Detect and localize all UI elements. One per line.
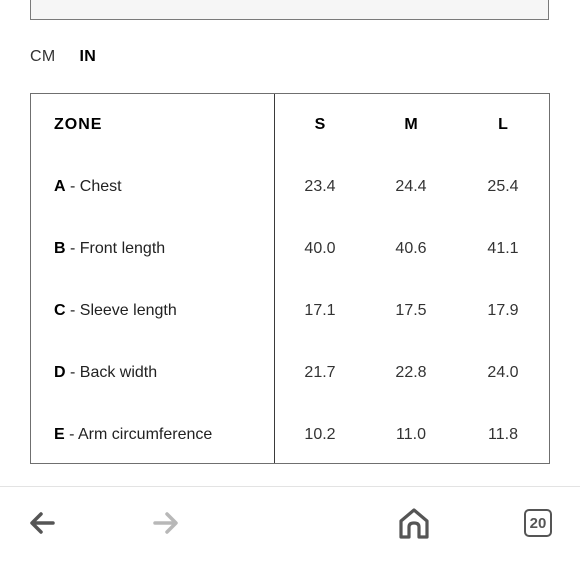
zone-row: D - Back width: [31, 342, 274, 404]
size-row: 21.7 22.8 24.0: [275, 342, 549, 404]
previous-section-box: [30, 0, 549, 20]
zone-header: ZONE: [31, 94, 274, 156]
size-value: 24.0: [487, 364, 519, 381]
zone-header-label: ZONE: [54, 116, 103, 133]
unit-option-cm[interactable]: CM: [30, 48, 56, 65]
size-chart-table: ZONE A - Chest B - Front length C - Slee…: [30, 93, 550, 464]
zone-row: A - Chest: [31, 156, 274, 218]
size-value: 11.8: [488, 426, 518, 443]
zone-row: E - Arm circumference: [31, 404, 274, 466]
size-value: 40.0: [304, 240, 336, 257]
zone-label: - Arm circumference: [64, 426, 213, 443]
size-header-row: S M L: [275, 94, 549, 156]
size-value: 24.4: [395, 178, 427, 195]
zone-row: B - Front length: [31, 218, 274, 280]
zone-letter: A: [54, 178, 66, 195]
back-button[interactable]: [24, 505, 60, 541]
size-value: 21.7: [304, 364, 336, 381]
arrow-right-icon: [153, 512, 178, 534]
size-value: 10.2: [304, 426, 336, 443]
size-value: 17.9: [487, 302, 519, 319]
tabs-icon: 20: [524, 509, 552, 537]
zone-letter: C: [54, 302, 66, 319]
size-value: 11.0: [396, 426, 426, 443]
unit-option-in[interactable]: IN: [79, 48, 97, 65]
forward-button[interactable]: [148, 505, 184, 541]
size-value: 22.8: [395, 364, 427, 381]
zone-label: - Sleeve length: [65, 302, 177, 319]
tabs-count: 20: [529, 514, 547, 532]
home-button[interactable]: [396, 505, 432, 541]
size-value: 40.6: [395, 240, 427, 257]
size-header-s: S: [314, 116, 326, 133]
arrow-left-icon: [30, 512, 55, 534]
size-value: 23.4: [304, 178, 336, 195]
size-row: 40.0 40.6 41.1: [275, 218, 549, 280]
size-header-l: L: [498, 116, 508, 133]
zone-label: - Chest: [65, 178, 122, 195]
browser-bottom-toolbar: 20: [0, 486, 580, 580]
zone-letter: B: [54, 240, 66, 257]
sizes-column: S M L 23.4 24.4 25.4 40.0 40.6 41.1 17.1…: [275, 94, 549, 463]
size-value: 17.1: [304, 302, 336, 319]
size-row: 17.1 17.5 17.9: [275, 280, 549, 342]
zone-label: - Front length: [65, 240, 166, 257]
size-header-m: M: [404, 116, 418, 133]
size-value: 25.4: [487, 178, 519, 195]
zone-letter: D: [54, 364, 66, 381]
size-row: 23.4 24.4 25.4: [275, 156, 549, 218]
tabs-button[interactable]: 20: [520, 505, 556, 541]
size-value: 17.5: [395, 302, 427, 319]
home-icon: [399, 508, 429, 539]
size-row: 10.2 11.0 11.8: [275, 404, 549, 466]
zone-label: - Back width: [65, 364, 158, 381]
size-value: 41.1: [487, 240, 519, 257]
unit-toggle: CM IN: [30, 48, 96, 66]
zone-column: ZONE A - Chest B - Front length C - Slee…: [31, 94, 275, 463]
zone-row: C - Sleeve length: [31, 280, 274, 342]
zone-letter: E: [54, 426, 65, 443]
